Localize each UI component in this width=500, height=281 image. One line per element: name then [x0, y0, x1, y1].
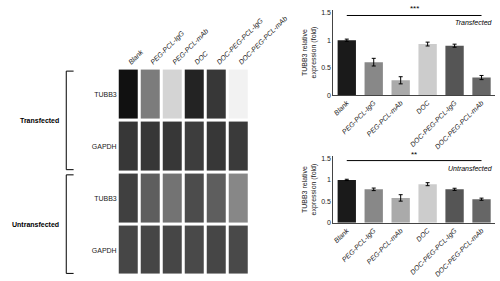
- svg-text:PEG-PCL-mAb: PEG-PCL-mAb: [171, 27, 210, 66]
- svg-text:TUBB3: TUBB3: [94, 91, 117, 98]
- svg-text:0.5: 0.5: [321, 198, 331, 205]
- svg-text:Untransfected: Untransfected: [12, 221, 59, 228]
- svg-text:GAPDH: GAPDH: [92, 143, 117, 150]
- svg-text:Blank: Blank: [333, 99, 351, 117]
- svg-text:PEG-PCL-mAb: PEG-PCL-mAb: [365, 99, 404, 138]
- svg-text:Blank: Blank: [333, 227, 351, 245]
- svg-text:PEG-PCL-IgG: PEG-PCL-IgG: [341, 227, 378, 264]
- svg-text:Transfected: Transfected: [455, 19, 493, 26]
- svg-text:0: 0: [327, 92, 331, 99]
- svg-text:0.5: 0.5: [321, 64, 331, 71]
- svg-text:***: ***: [410, 4, 419, 13]
- svg-text:DOC: DOC: [415, 226, 432, 243]
- svg-text:Transfected: Transfected: [20, 117, 59, 124]
- svg-text:DOC-PEG-PCL-mAb: DOC-PEG-PCL-mAb: [434, 99, 485, 150]
- svg-text:1: 1: [327, 37, 331, 44]
- svg-text:PEG-PCL-mAb: PEG-PCL-mAb: [365, 227, 404, 266]
- svg-text:TUBB3 relativeexpression (fold: TUBB3 relativeexpression (fold): [301, 27, 318, 79]
- svg-text:TUBB3: TUBB3: [94, 195, 117, 202]
- svg-text:1.5: 1.5: [321, 9, 331, 16]
- svg-text:DOC: DOC: [415, 99, 432, 116]
- svg-text:**: **: [411, 150, 417, 159]
- svg-text:DOC-PEG-PCL-mAb: DOC-PEG-PCL-mAb: [434, 227, 485, 278]
- svg-text:DOC-PEG-PCL-IgG: DOC-PEG-PCL-IgG: [409, 227, 459, 277]
- svg-text:Untransfected: Untransfected: [448, 165, 493, 172]
- svg-text:DOC-PEG-PCL-IgG: DOC-PEG-PCL-IgG: [215, 16, 265, 66]
- svg-text:DOC: DOC: [193, 49, 210, 66]
- svg-text:DOC-PEG-PCL-mAb: DOC-PEG-PCL-mAb: [237, 15, 288, 66]
- svg-text:GAPDH: GAPDH: [92, 247, 117, 254]
- svg-text:1: 1: [327, 176, 331, 183]
- svg-text:PEG-PCL-IgG: PEG-PCL-IgG: [149, 29, 186, 66]
- svg-text:TUBB3 relativeexpression (fold: TUBB3 relativeexpression (fold): [301, 164, 318, 216]
- svg-text:Blank: Blank: [127, 48, 145, 66]
- svg-text:1.5: 1.5: [321, 155, 331, 162]
- svg-text:PEG-PCL-IgG: PEG-PCL-IgG: [341, 99, 378, 136]
- svg-text:DOC-PEG-PCL-IgG: DOC-PEG-PCL-IgG: [409, 99, 459, 149]
- svg-text:0: 0: [327, 219, 331, 226]
